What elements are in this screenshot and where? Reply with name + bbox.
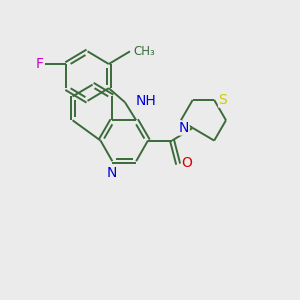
Text: NH: NH bbox=[135, 94, 156, 108]
Text: N: N bbox=[107, 167, 118, 181]
Text: S: S bbox=[219, 93, 227, 107]
Text: CH₃: CH₃ bbox=[134, 45, 155, 58]
Text: O: O bbox=[182, 156, 192, 170]
Text: F: F bbox=[36, 57, 44, 71]
Text: N: N bbox=[179, 121, 189, 135]
